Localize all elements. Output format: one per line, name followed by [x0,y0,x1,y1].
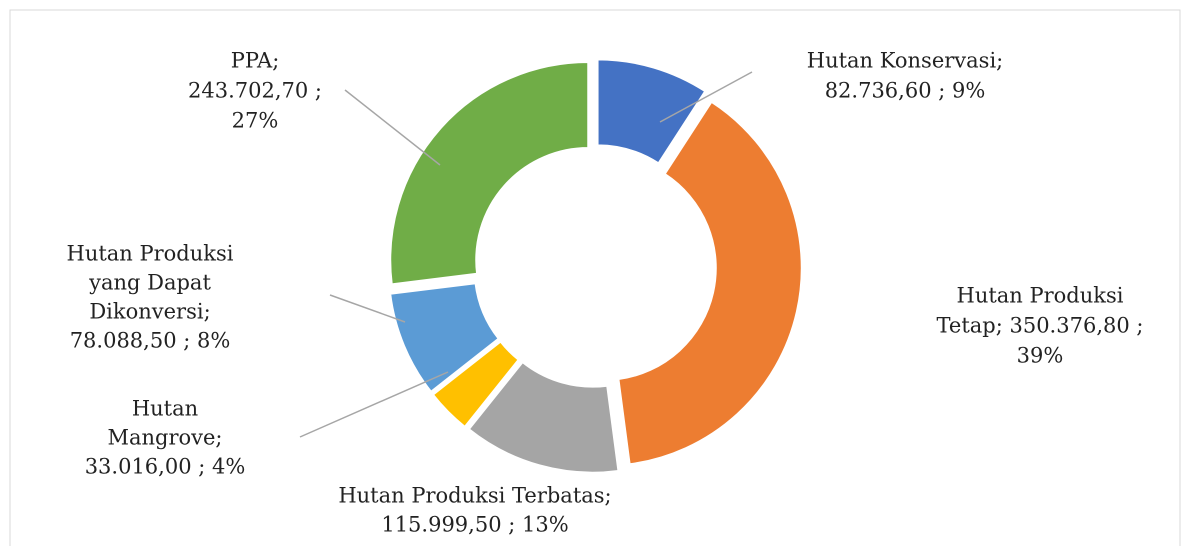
data-label: Hutan Konservasi; [807,49,1004,73]
donut-slice [389,61,590,286]
data-label: 33.016,00 ; 4% [85,455,246,479]
data-label: Dikonversi; [89,300,210,324]
data-label: Tetap; 350.376,80 ; [937,314,1144,338]
data-label: Mangrove; [107,426,222,450]
data-label: 243.702,70 ; [188,79,322,103]
donut-slice [467,360,620,474]
leader-line [659,71,753,123]
data-label: 78.088,50 ; 8% [70,329,231,353]
data-label: 39% [1017,344,1064,368]
leader-line [329,294,406,323]
data-label: Hutan Produksi [957,284,1124,308]
data-label: Hutan Produksi Terbatas; [338,484,611,508]
data-label: 27% [232,109,279,133]
leader-line [344,89,441,166]
donut-slice [596,58,707,165]
data-label: Hutan Produksi [67,242,234,266]
data-label: PPA; [231,49,280,73]
data-label: 115.999,50 ; 13% [381,513,568,537]
data-label: Hutan [132,397,198,421]
donut-slice [431,340,520,429]
data-label: 82.736,60 ; 9% [825,79,986,103]
donut-slice [617,100,803,466]
donut-slice [389,282,501,394]
leader-line [299,371,449,438]
data-label: yang Dapat [88,271,211,295]
